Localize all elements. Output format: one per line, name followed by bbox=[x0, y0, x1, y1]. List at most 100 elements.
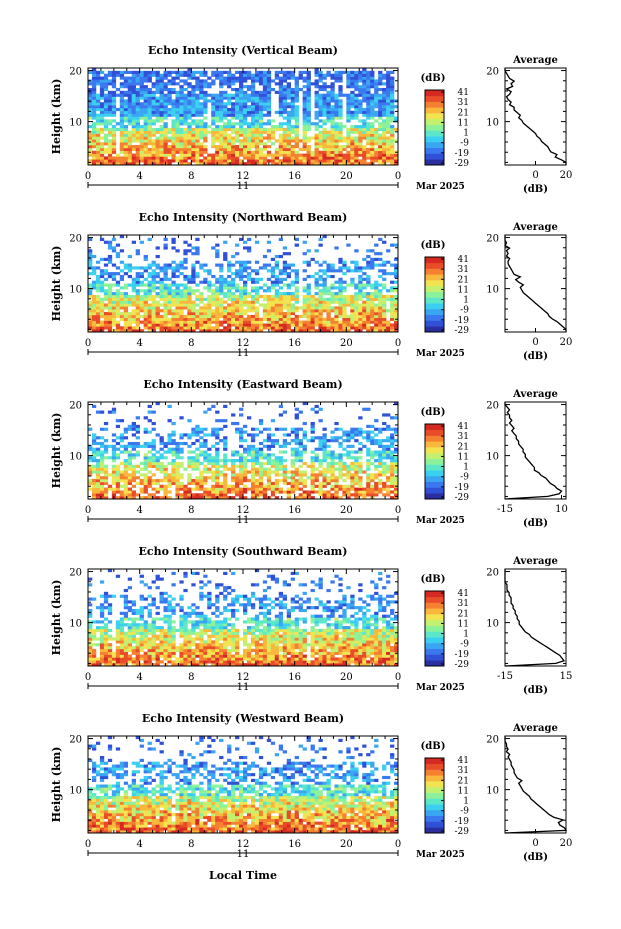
heatmap-cell bbox=[115, 156, 121, 160]
heatmap-cell bbox=[127, 254, 133, 259]
heatmap-cell bbox=[99, 467, 105, 471]
heatmap-cell bbox=[246, 73, 252, 77]
heatmap-cell bbox=[207, 286, 212, 290]
heatmap-cell bbox=[235, 476, 240, 480]
heatmap-cell bbox=[310, 427, 315, 431]
heatmap-cell bbox=[282, 306, 288, 310]
heatmap-cell bbox=[199, 119, 204, 123]
heatmap-cell bbox=[374, 292, 379, 296]
heatmap-cell bbox=[119, 156, 125, 160]
heatmap-cell bbox=[278, 150, 284, 154]
heatmap-cell bbox=[302, 430, 307, 434]
heatmap-cell bbox=[163, 292, 168, 296]
heatmap-cell bbox=[386, 79, 391, 83]
heatmap-cell bbox=[163, 444, 168, 448]
heatmap-cell bbox=[227, 289, 232, 293]
heatmap-cell bbox=[350, 294, 355, 299]
heatmap-cell bbox=[227, 487, 232, 491]
heatmap-cell bbox=[286, 116, 291, 120]
heatmap-cell bbox=[239, 297, 244, 301]
heatmap-cell bbox=[278, 300, 284, 304]
heatmap-cell bbox=[394, 116, 399, 120]
heatmap-cell bbox=[243, 96, 248, 100]
heatmap-cell bbox=[342, 162, 347, 166]
heatmap-cell bbox=[250, 459, 256, 463]
heatmap-cell bbox=[239, 456, 244, 460]
heatmap-cell bbox=[243, 139, 248, 143]
heatmap-cell bbox=[223, 294, 228, 299]
heatmap-cell bbox=[191, 93, 196, 97]
heatmap-cell bbox=[91, 467, 97, 471]
heatmap-cell bbox=[231, 82, 236, 86]
heatmap-cell bbox=[199, 153, 204, 157]
heatmap-cell bbox=[91, 496, 97, 500]
heatmap-cell bbox=[302, 93, 307, 97]
heatmap-cell bbox=[143, 473, 148, 477]
heatmap-cell bbox=[107, 246, 113, 250]
heatmap-cell bbox=[139, 145, 144, 149]
heatmap-cell bbox=[175, 289, 180, 293]
heatmap-cell bbox=[127, 90, 133, 94]
heatmap-cell bbox=[183, 252, 188, 256]
colorbar-segment bbox=[425, 326, 444, 333]
heatmap-cell bbox=[294, 484, 299, 488]
heatmap-cell bbox=[390, 306, 395, 310]
heatmap-cell bbox=[191, 430, 196, 434]
heatmap-cell bbox=[123, 306, 129, 310]
heatmap-cell bbox=[88, 314, 93, 319]
heatmap-cell bbox=[294, 320, 299, 324]
heatmap-cell bbox=[386, 249, 391, 253]
heatmap-cell bbox=[143, 105, 148, 109]
heatmap-cell bbox=[262, 105, 268, 109]
heatmap-cell bbox=[215, 286, 220, 290]
heatmap-cell bbox=[246, 317, 252, 321]
heatmap-cell bbox=[358, 309, 363, 313]
heatmap-cell bbox=[123, 309, 129, 313]
heatmap-cell bbox=[334, 113, 339, 117]
heatmap-cell bbox=[330, 294, 335, 299]
heatmap-cell bbox=[270, 481, 276, 486]
heatmap-cell bbox=[111, 82, 117, 86]
heatmap-cell bbox=[99, 326, 105, 330]
heatmap-cell bbox=[231, 116, 236, 120]
heatmap-cell bbox=[199, 266, 204, 270]
heatmap-cell bbox=[155, 150, 160, 154]
heatmap-cell bbox=[338, 159, 343, 163]
heatmap-cell bbox=[266, 481, 272, 486]
heatmap-cell bbox=[135, 424, 140, 428]
heatmap-cell bbox=[107, 329, 113, 333]
heatmap-cell bbox=[266, 159, 272, 163]
heatmap-cell bbox=[362, 294, 367, 299]
heatmap-cell bbox=[95, 484, 101, 488]
heatmap-cell bbox=[366, 125, 371, 129]
heatmap-cell bbox=[95, 274, 101, 279]
heatmap-cell bbox=[131, 277, 136, 281]
heatmap-cell bbox=[171, 79, 176, 83]
heatmap-cell bbox=[243, 300, 248, 304]
heatmap-cell bbox=[151, 461, 156, 466]
heatmap-cell bbox=[219, 484, 224, 488]
heatmap-cell bbox=[183, 156, 188, 160]
heatmap-cell bbox=[191, 303, 196, 307]
heatmap-cell bbox=[215, 490, 220, 494]
heatmap-cell bbox=[203, 444, 208, 448]
heatmap-cell bbox=[306, 96, 311, 100]
heatmap-cell bbox=[314, 156, 319, 160]
heatmap-cell bbox=[306, 105, 311, 109]
heatmap-cell bbox=[99, 87, 105, 92]
heatmap-cell bbox=[203, 133, 208, 137]
heatmap-cell bbox=[179, 312, 184, 316]
heatmap-cell bbox=[107, 93, 113, 97]
heatmap-cell bbox=[155, 490, 160, 494]
heatmap-cell bbox=[223, 439, 228, 443]
heatmap-cell bbox=[358, 110, 363, 114]
heatmap-cell bbox=[199, 162, 204, 166]
heatmap-cell bbox=[195, 260, 200, 264]
heatmap-cell bbox=[334, 246, 339, 250]
heatmap-cell bbox=[330, 82, 335, 86]
heatmap-cell bbox=[326, 309, 331, 313]
heatmap-cell bbox=[239, 473, 244, 477]
heatmap-cell bbox=[282, 159, 288, 163]
heatmap-cell bbox=[155, 274, 160, 279]
heatmap-cell bbox=[239, 127, 244, 132]
